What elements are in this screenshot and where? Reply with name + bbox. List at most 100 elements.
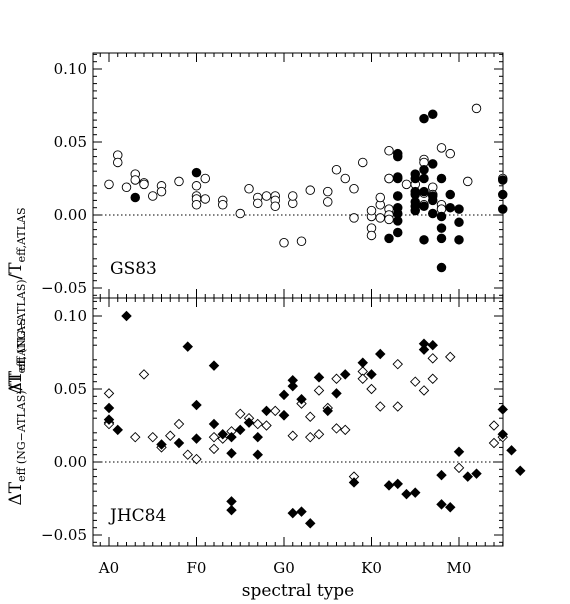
filled-circle-point bbox=[436, 223, 447, 233]
filled-diamond-point bbox=[305, 518, 316, 529]
open-circle-point bbox=[147, 191, 158, 201]
open-circle-point bbox=[200, 173, 210, 184]
open-diamond-point bbox=[305, 411, 316, 422]
filled-circle-point bbox=[436, 233, 447, 244]
filled-diamond-point bbox=[243, 417, 255, 428]
x-tick-label: M0 bbox=[447, 559, 472, 577]
filled-circle-point bbox=[393, 151, 403, 162]
open-diamond-point bbox=[313, 429, 325, 440]
open-diamond-point bbox=[488, 420, 500, 431]
filled-circle-point bbox=[410, 173, 421, 184]
open-circle-point bbox=[200, 194, 210, 204]
filled-diamond-point bbox=[383, 480, 395, 491]
open-diamond-point bbox=[357, 373, 368, 385]
open-circle-point bbox=[156, 186, 167, 197]
open-diamond-point bbox=[208, 443, 220, 455]
filled-diamond-point bbox=[217, 429, 228, 440]
open-diamond-point bbox=[165, 430, 176, 441]
open-circle-point bbox=[288, 191, 298, 201]
panel-label-top: GS83 bbox=[110, 259, 157, 279]
filled-circle-point bbox=[436, 211, 447, 222]
y-tick-label: −0.05 bbox=[41, 526, 87, 544]
y-label-sub-2: eff,ATLAS bbox=[15, 207, 28, 262]
svg-text:ΔTeff (NG−ATLAS)/Teff,ATLAS: ΔTeff (NG−ATLAS)/Teff,ATLAS bbox=[6, 207, 28, 394]
filled-diamond-point bbox=[497, 404, 508, 415]
open-circle-point bbox=[384, 146, 394, 156]
open-diamond-point bbox=[313, 385, 325, 396]
y-axis-label-top: ΔTeff (NG−ATLAS)/Teff,ATLAS bbox=[6, 207, 28, 394]
filled-diamond-point bbox=[235, 424, 246, 436]
filled-circle-point bbox=[419, 173, 429, 184]
y-label-sub-1: eff (NG−ATLAS) bbox=[15, 390, 28, 482]
filled-circle-point bbox=[436, 262, 447, 273]
open-circle-point bbox=[340, 173, 351, 184]
filled-diamond-point bbox=[278, 389, 290, 401]
filled-diamond-point bbox=[103, 414, 115, 425]
open-diamond-point bbox=[287, 430, 298, 441]
filled-diamond-point bbox=[156, 439, 167, 450]
filled-diamond-point bbox=[348, 477, 360, 488]
filled-diamond-point bbox=[121, 310, 132, 322]
filled-circle-point bbox=[454, 204, 464, 214]
open-circle-point bbox=[235, 208, 245, 219]
open-circle-point bbox=[384, 214, 394, 225]
open-diamond-point bbox=[103, 388, 115, 399]
open-circle-point bbox=[217, 200, 228, 210]
open-circle-point bbox=[436, 143, 447, 153]
filled-circle-point bbox=[498, 189, 508, 200]
open-circle-point bbox=[445, 148, 456, 159]
filled-diamond-point bbox=[313, 372, 325, 383]
filled-circle-point bbox=[419, 186, 429, 197]
filled-diamond-point bbox=[103, 402, 115, 414]
filled-circle-point bbox=[419, 235, 429, 245]
y-label-divider: /T bbox=[6, 262, 26, 280]
open-circle-point bbox=[323, 197, 333, 207]
open-circle-point bbox=[261, 191, 272, 201]
filled-diamond-point bbox=[375, 348, 386, 360]
filled-diamond-point bbox=[392, 478, 403, 490]
filled-circle-point bbox=[419, 201, 429, 211]
x-tick-label: F0 bbox=[187, 559, 207, 577]
open-circle-point bbox=[349, 213, 359, 223]
open-diamond-point bbox=[427, 353, 438, 364]
filled-diamond-point bbox=[331, 388, 342, 399]
filled-circle-point bbox=[445, 189, 456, 200]
filled-diamond-point bbox=[418, 344, 430, 355]
open-diamond-point bbox=[270, 405, 281, 417]
filled-diamond-point bbox=[287, 507, 298, 519]
filled-diamond-point bbox=[515, 465, 526, 476]
filled-diamond-point bbox=[453, 446, 465, 458]
filled-diamond-point bbox=[357, 357, 368, 368]
zero-lines bbox=[93, 214, 503, 463]
y-label-sub-1: eff (NG−ATLAS) bbox=[15, 279, 28, 371]
y-axis-label-bottom: ΔTeff (NG−ATLAS)/Teff,ATLAS bbox=[6, 318, 28, 505]
open-diamond-point bbox=[375, 401, 386, 412]
open-diamond-point bbox=[331, 423, 342, 434]
filled-diamond-point bbox=[226, 496, 237, 507]
filled-diamond-point bbox=[191, 433, 202, 444]
open-circle-point bbox=[252, 198, 263, 209]
open-diamond-point bbox=[427, 373, 438, 385]
filled-diamond-point bbox=[436, 469, 447, 481]
filled-diamond-point bbox=[296, 506, 307, 517]
filled-circle-point bbox=[498, 175, 508, 185]
filled-circle-point bbox=[419, 113, 429, 124]
y-label-divider: /T bbox=[6, 373, 26, 391]
filled-circle-point bbox=[393, 227, 403, 238]
open-diamond-point bbox=[235, 408, 246, 420]
filled-circle-point bbox=[428, 159, 438, 169]
open-circle-point bbox=[463, 176, 473, 187]
y-tick-label: 0.05 bbox=[54, 380, 87, 398]
open-circle-point bbox=[366, 205, 377, 216]
filled-diamond-point bbox=[112, 424, 123, 436]
open-circle-point bbox=[174, 176, 184, 187]
y-tick-label: −0.05 bbox=[41, 279, 87, 297]
filled-circle-point bbox=[384, 233, 394, 244]
filled-diamond-point bbox=[497, 429, 508, 440]
filled-circle-point bbox=[454, 217, 464, 228]
filled-diamond-point bbox=[278, 410, 290, 421]
open-circle-point bbox=[121, 182, 132, 193]
open-diamond-point bbox=[173, 418, 185, 430]
open-diamond-point bbox=[130, 431, 141, 443]
filled-diamond-point bbox=[252, 431, 263, 443]
